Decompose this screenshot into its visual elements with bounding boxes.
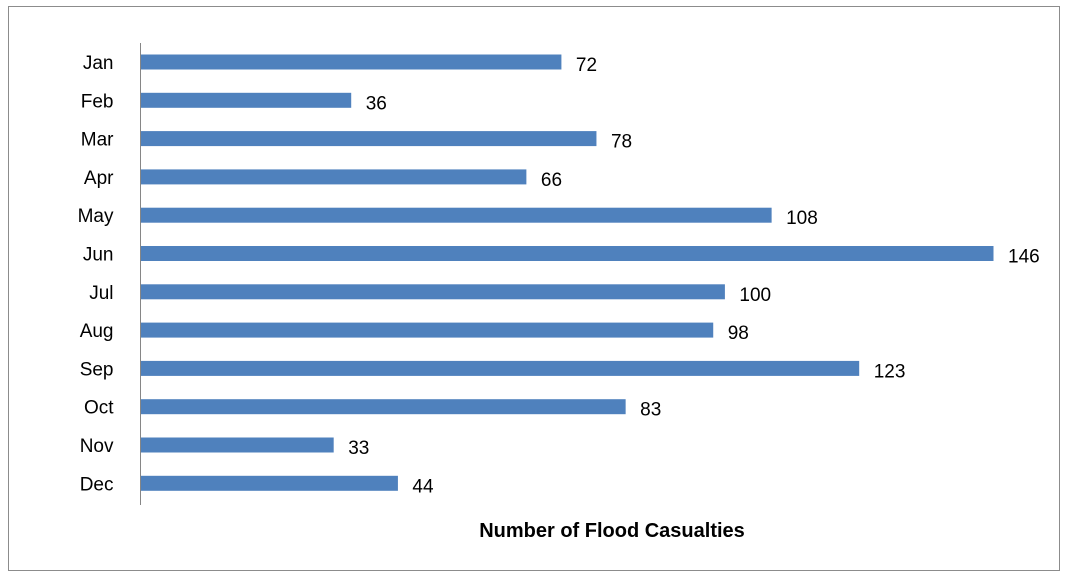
category-label-oct: Oct bbox=[84, 398, 114, 419]
data-label-jul: 100 bbox=[739, 285, 771, 306]
x-axis-title: Number of Flood Casualties bbox=[479, 520, 745, 542]
category-label-dec: Dec bbox=[80, 474, 114, 495]
bar-may bbox=[141, 207, 772, 223]
category-label-jan: Jan bbox=[83, 53, 114, 74]
bar-mar bbox=[141, 131, 597, 147]
data-label-may: 108 bbox=[786, 208, 818, 229]
bar-sep bbox=[141, 360, 860, 376]
category-label-nov: Nov bbox=[80, 436, 114, 457]
data-label-oct: 83 bbox=[640, 400, 661, 421]
data-label-aug: 98 bbox=[728, 323, 749, 344]
category-label-sep: Sep bbox=[80, 359, 114, 380]
category-label-feb: Feb bbox=[81, 91, 114, 112]
category-label-aug: Aug bbox=[80, 321, 114, 342]
bar-feb bbox=[141, 92, 352, 108]
category-label-jul: Jul bbox=[89, 283, 113, 304]
category-label-apr: Apr bbox=[84, 168, 114, 189]
data-label-feb: 36 bbox=[366, 93, 387, 114]
bar-dec bbox=[141, 475, 398, 491]
data-label-dec: 44 bbox=[412, 476, 434, 497]
category-label-may: May bbox=[78, 206, 114, 227]
bar-jun bbox=[141, 246, 994, 261]
data-label-nov: 33 bbox=[348, 438, 369, 459]
bar-oct bbox=[141, 399, 626, 415]
bar-jan bbox=[141, 54, 562, 70]
data-label-mar: 78 bbox=[611, 132, 632, 153]
bars-layer bbox=[141, 54, 994, 491]
bar-aug bbox=[141, 322, 714, 338]
bar-jul bbox=[141, 284, 725, 300]
bar-apr bbox=[141, 169, 527, 185]
data-label-sep: 123 bbox=[874, 361, 906, 382]
labels-layer: Jan 72 Feb 36 Mar 78 Apr 66 May 108 Jun 146 Jul 100 Au… bbox=[78, 53, 1040, 497]
data-label-apr: 66 bbox=[541, 170, 562, 191]
category-label-jun: Jun bbox=[83, 245, 114, 266]
data-label-jun: 146 bbox=[1008, 247, 1040, 268]
bar-nov bbox=[141, 437, 334, 453]
category-label-mar: Mar bbox=[81, 130, 114, 151]
data-label-jan: 72 bbox=[576, 55, 597, 76]
